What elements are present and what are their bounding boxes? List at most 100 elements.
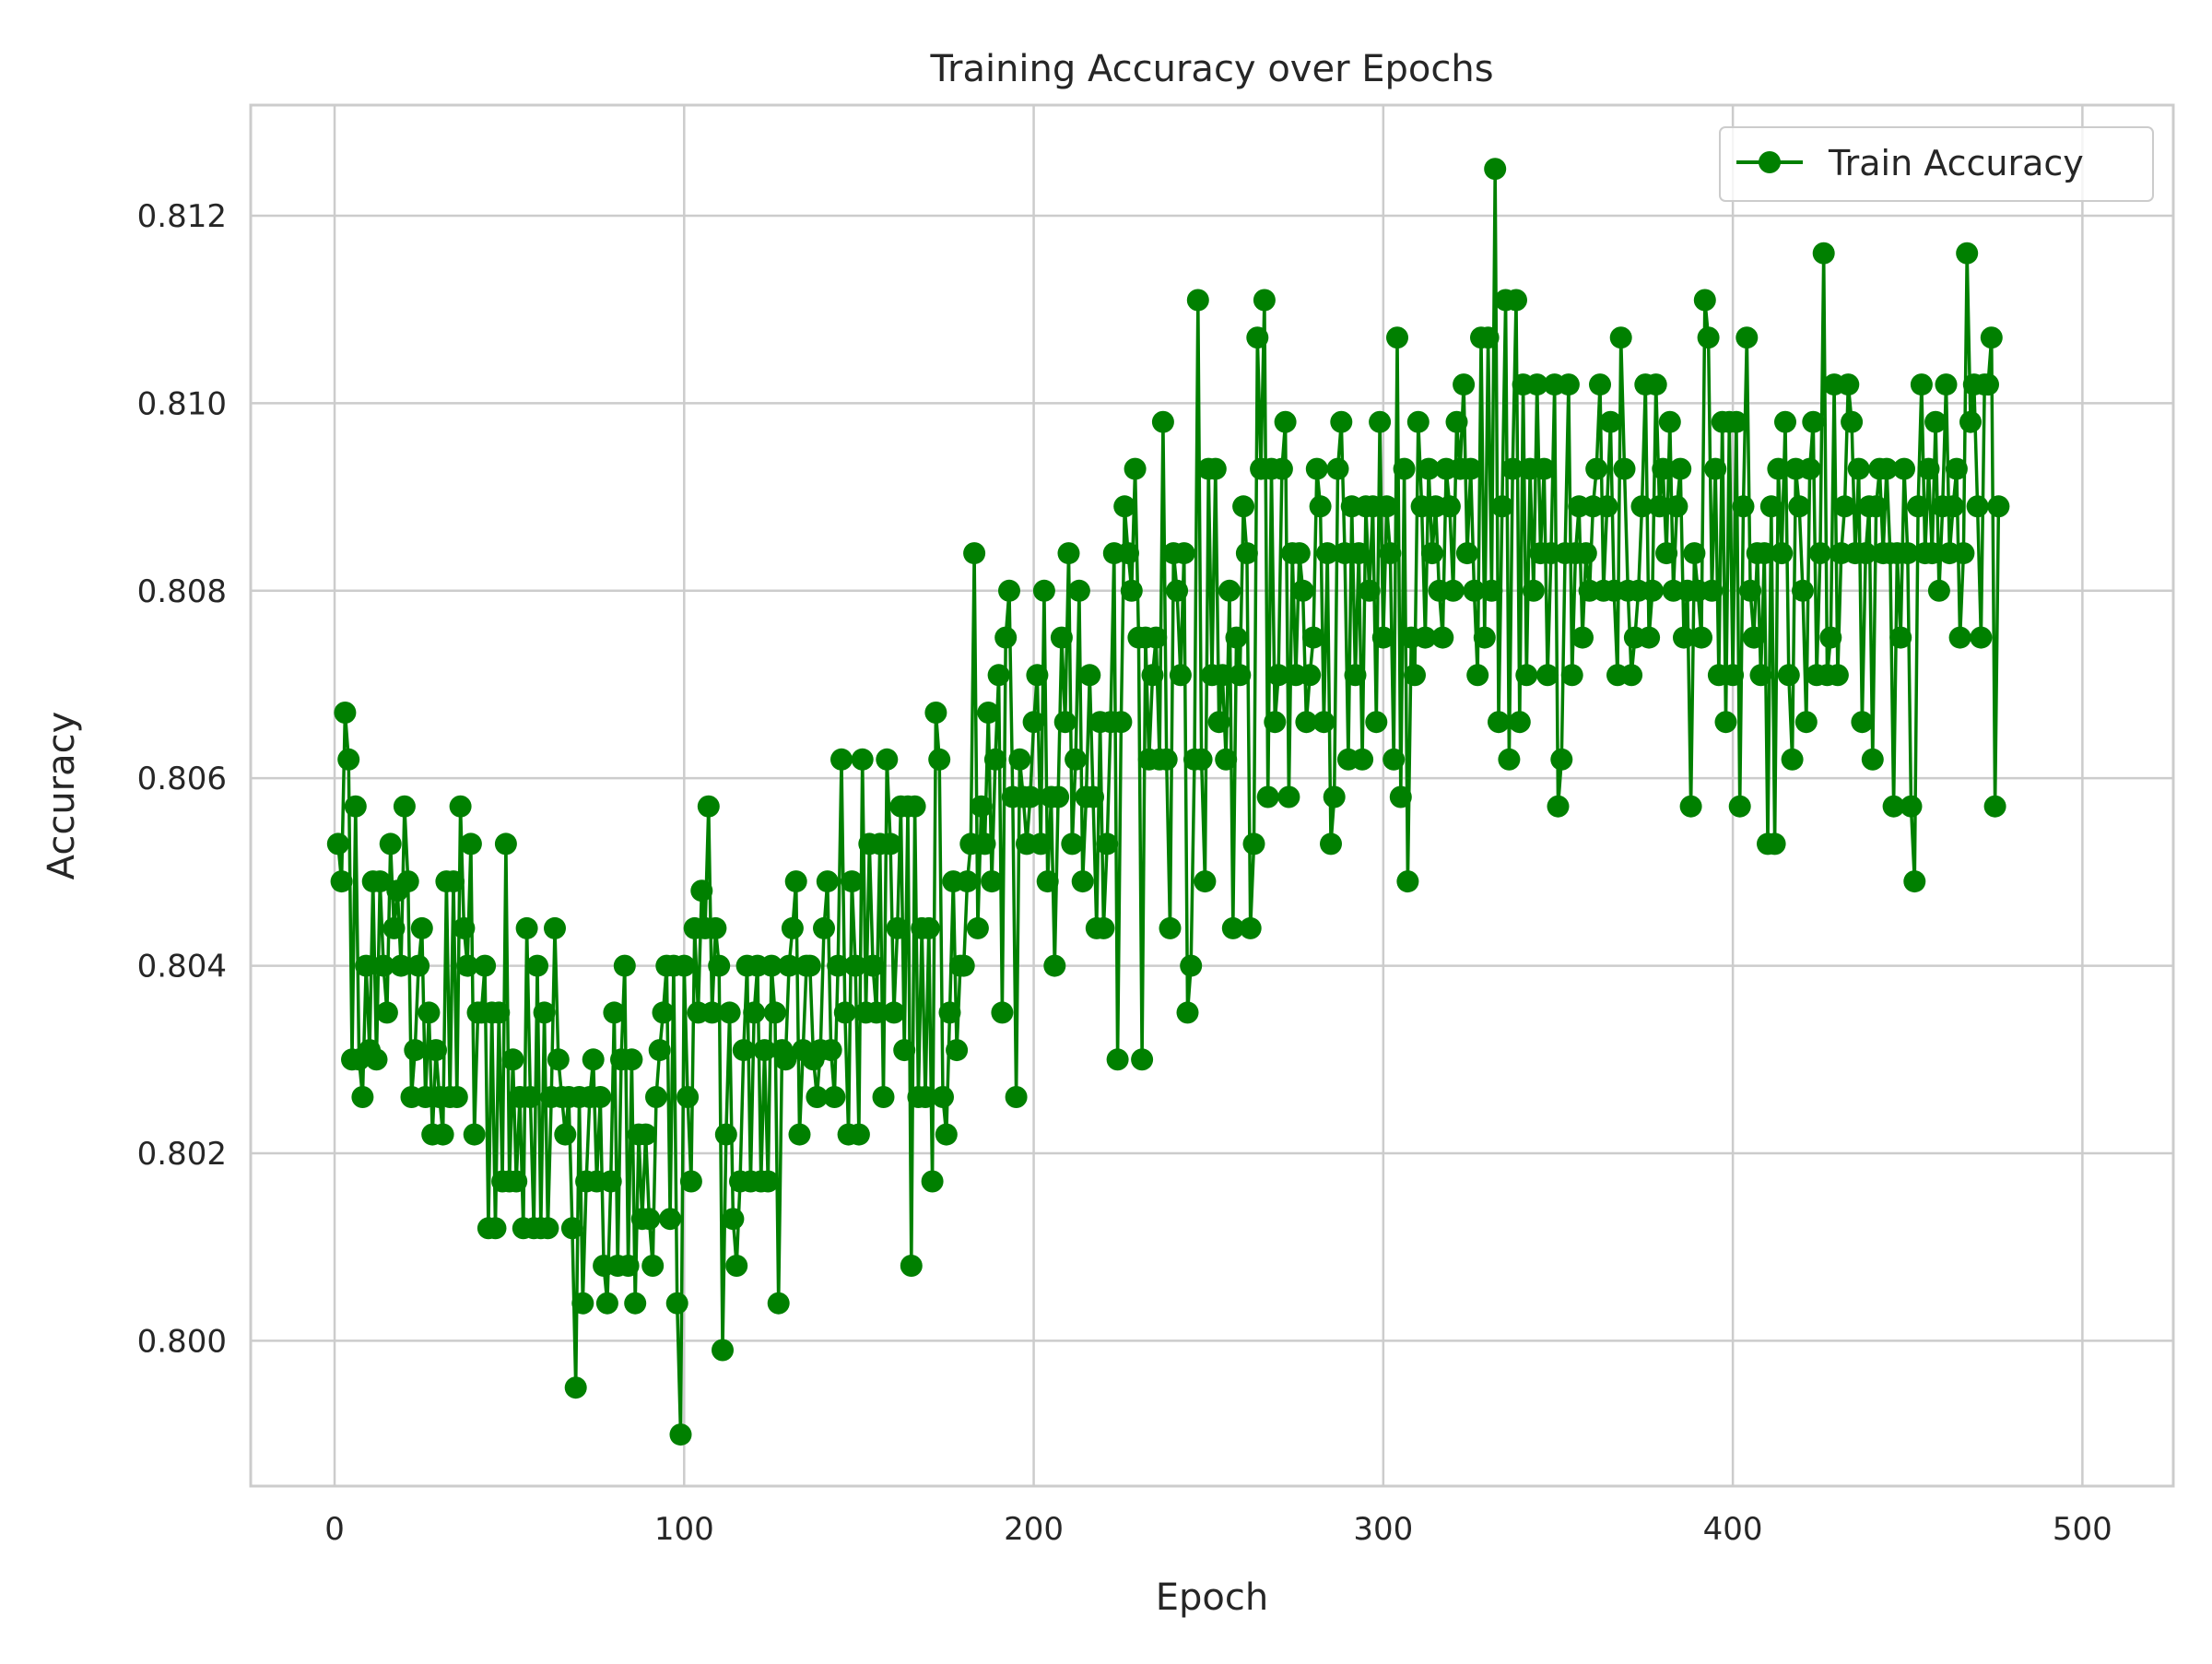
data-point [935, 1123, 958, 1146]
data-point [1404, 664, 1426, 687]
data-point [330, 870, 353, 893]
data-point [1956, 242, 1979, 265]
data-point [1876, 457, 1898, 480]
data-point [708, 954, 731, 977]
data-point [1658, 410, 1681, 433]
data-point [379, 832, 402, 856]
data-point [1536, 664, 1559, 687]
data-point [1330, 410, 1353, 433]
data-point [1270, 457, 1293, 480]
data-point [1030, 832, 1053, 856]
data-point [1759, 495, 1783, 518]
data-point [1065, 748, 1088, 771]
data-point [515, 916, 538, 939]
data-point [841, 870, 864, 893]
data-point [1525, 373, 1548, 396]
data-point [659, 1208, 682, 1231]
data-point [1431, 626, 1454, 649]
data-point [1774, 410, 1796, 433]
data-point [1071, 870, 1094, 893]
y-tick-label: 0.806 [137, 761, 227, 797]
data-point [445, 1086, 468, 1108]
data-point [1096, 832, 1119, 856]
data-point [1389, 785, 1412, 808]
data-point [1026, 664, 1049, 687]
data-point [1679, 795, 1702, 818]
data-point [382, 916, 406, 939]
data-point [1693, 289, 1716, 312]
data-point [1455, 542, 1478, 565]
data-point [1190, 748, 1213, 771]
data-point [1379, 542, 1402, 565]
data-point [1767, 457, 1790, 480]
data-point [355, 954, 378, 977]
chart-title: Training Accuracy over Epochs [929, 48, 1493, 90]
data-point [459, 832, 482, 856]
data-point [1655, 542, 1678, 565]
data-point [1690, 626, 1712, 649]
data-point [1312, 711, 1335, 734]
data-point [1277, 785, 1300, 808]
data-point [1893, 457, 1915, 480]
data-point [634, 1123, 657, 1146]
data-point [1386, 326, 1408, 349]
data-point [1053, 711, 1077, 734]
data-point [393, 795, 416, 818]
data-point [1865, 495, 1888, 518]
data-point [753, 1039, 776, 1062]
data-point [1215, 748, 1238, 771]
y-tick-label: 0.800 [137, 1323, 227, 1360]
data-point [1323, 785, 1346, 808]
data-point [560, 1217, 583, 1240]
data-point [1669, 457, 1692, 480]
data-point [1945, 457, 1968, 480]
data-point [1714, 711, 1737, 734]
data-point [390, 954, 413, 977]
data-point [442, 870, 465, 893]
data-point [484, 1217, 507, 1240]
data-point [872, 1086, 895, 1108]
data-point [1453, 373, 1476, 396]
data-point [407, 954, 430, 977]
data-point [652, 1001, 675, 1024]
data-point [991, 1001, 1014, 1024]
data-point [1204, 457, 1227, 480]
data-point [1927, 579, 1950, 602]
data-point [1365, 711, 1388, 734]
data-point [714, 1123, 737, 1146]
data-point [1067, 579, 1090, 602]
data-point [938, 1001, 961, 1024]
data-point [1309, 495, 1332, 518]
data-point [1242, 832, 1265, 856]
data-point [946, 1039, 969, 1062]
data-point [1728, 795, 1751, 818]
data-point [1826, 664, 1849, 687]
data-point [1145, 626, 1168, 649]
data-point [760, 954, 783, 977]
data-point [369, 870, 392, 893]
data-point [599, 1170, 622, 1193]
data-point [1644, 373, 1667, 396]
data-point [963, 542, 986, 565]
data-point [1749, 664, 1772, 687]
data-point [544, 916, 566, 939]
data-point [851, 748, 874, 771]
data-point [533, 1001, 556, 1024]
data-point [1047, 785, 1070, 808]
data-point [1477, 326, 1500, 349]
data-point [1488, 711, 1510, 734]
data-point [743, 1001, 766, 1024]
data-point [1221, 916, 1244, 939]
data-point [1589, 373, 1611, 396]
data-point [1235, 542, 1258, 565]
data-point [1036, 870, 1059, 893]
data-point [679, 1170, 702, 1193]
data-point [1574, 542, 1597, 565]
data-point [1697, 326, 1720, 349]
data-point [673, 954, 696, 977]
data-point [669, 1423, 692, 1446]
data-point [1131, 1048, 1154, 1071]
data-point [757, 1170, 780, 1193]
data-point [1022, 711, 1045, 734]
